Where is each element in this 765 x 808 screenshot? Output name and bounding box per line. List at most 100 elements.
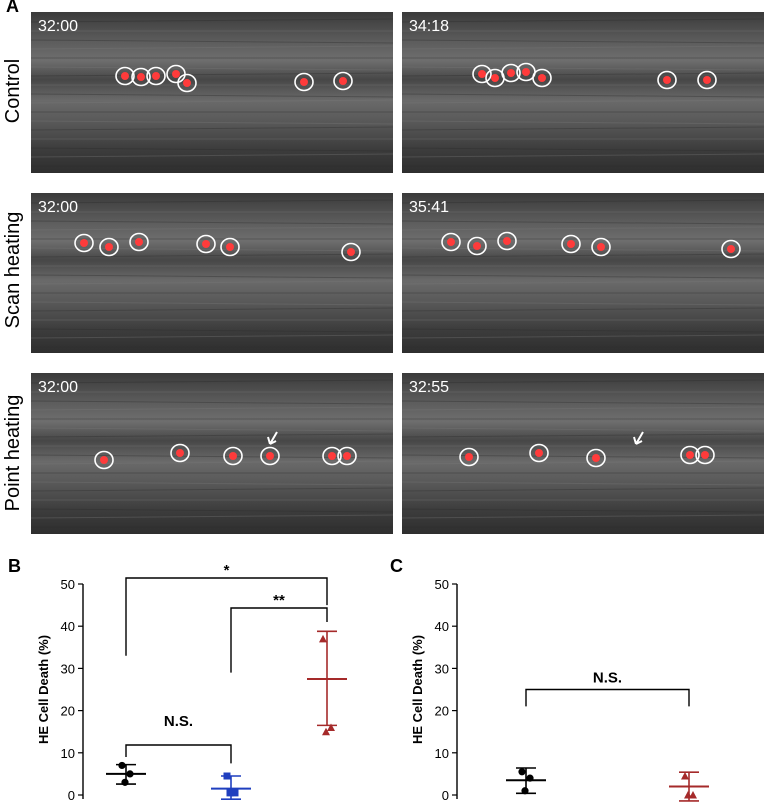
red-cell [343, 452, 351, 460]
data-point [126, 770, 134, 778]
tissue-texture [402, 66, 764, 71]
y-tick-label: 0 [442, 788, 449, 803]
cell-marker-circle [459, 447, 479, 467]
micrograph-overlay [402, 18, 764, 167]
red-cell [522, 68, 530, 76]
tissue-texture [402, 93, 764, 98]
tissue-texture [402, 247, 764, 252]
data-point [231, 789, 239, 797]
y-tick-label: 40 [61, 619, 75, 634]
red-cell [135, 238, 143, 246]
red-cell [465, 453, 473, 461]
tissue-texture [31, 45, 393, 50]
data-point [684, 791, 692, 799]
timestamp-label: 32:00 [38, 18, 79, 35]
cell-marker-circle [129, 232, 149, 252]
cell-marker-circle [497, 231, 517, 251]
red-cell [202, 240, 210, 248]
tissue-texture [31, 39, 393, 44]
tissue-texture [402, 481, 764, 486]
tissue-texture [31, 400, 393, 405]
red-cell [300, 78, 308, 86]
red-cell [172, 70, 180, 78]
tissue-texture [31, 126, 393, 131]
red-cell [473, 242, 481, 250]
red-cell [478, 70, 486, 78]
cell-marker-circle [697, 70, 717, 90]
data-point [226, 789, 234, 797]
tissue-texture [402, 147, 764, 152]
cell-marker-circle [223, 446, 243, 466]
cell-marker-circle [680, 445, 700, 465]
red-cell [176, 449, 184, 457]
tissue-texture [31, 481, 393, 486]
tissue-texture [402, 280, 764, 285]
cell-marker-circle [586, 448, 606, 468]
cell-marker-circle [170, 443, 190, 463]
red-cell [347, 248, 355, 256]
tissue-texture [31, 427, 393, 432]
red-cell [226, 243, 234, 251]
y-tick-label: 20 [435, 704, 449, 719]
tissue-texture [402, 120, 764, 125]
data-point [681, 772, 689, 780]
cell-marker-circle [337, 446, 357, 466]
tissue-texture [31, 220, 393, 225]
y-tick-label: 40 [435, 619, 449, 634]
tissue-texture [402, 45, 764, 50]
tissue-texture [31, 226, 393, 231]
cell-marker-circle [322, 446, 342, 466]
tissue-texture [31, 120, 393, 125]
cell-marker-circle [441, 232, 461, 252]
tissue-texture [402, 126, 764, 131]
red-cell [80, 239, 88, 247]
tissue-texture [31, 514, 393, 519]
data-point [521, 787, 529, 795]
red-cell [105, 243, 113, 251]
y-tick-label: 20 [61, 704, 75, 719]
tissue-texture [402, 153, 764, 158]
cell-marker-circle [561, 234, 581, 254]
cell-marker-circle [177, 73, 197, 93]
red-cell [592, 454, 600, 462]
timestamp-label: 32:55 [409, 379, 450, 396]
red-cell [491, 74, 499, 82]
data-point [223, 772, 231, 780]
significance-label: N.S. [164, 713, 193, 730]
red-cell [137, 73, 145, 81]
panel-b-letter: B [8, 556, 21, 576]
red-cell [328, 452, 336, 460]
tissue-texture [402, 454, 764, 459]
micrograph-overlay [31, 18, 393, 167]
tissue-texture [31, 280, 393, 285]
tissue-texture [402, 487, 764, 492]
micrograph-panel: 32:55 [402, 373, 764, 534]
tissue-texture [402, 39, 764, 44]
tissue-texture [31, 460, 393, 465]
y-tick-label: 10 [61, 746, 75, 761]
tissue-texture [402, 427, 764, 432]
timestamp-label: 34:18 [409, 18, 450, 35]
red-cell [703, 76, 711, 84]
cell-marker-circle [333, 71, 353, 91]
red-cell [152, 72, 160, 80]
red-cell [121, 72, 129, 80]
cell-marker-circle [657, 70, 677, 90]
data-point [118, 761, 126, 770]
tissue-texture [31, 93, 393, 98]
cell-marker-circle [94, 450, 114, 470]
timestamp-label: 35:41 [409, 199, 450, 216]
micrograph-panel: 35:41 [402, 193, 764, 353]
tissue-texture [31, 334, 393, 339]
tissue-texture [31, 147, 393, 152]
cell-marker-circle [532, 68, 552, 88]
cell-marker-circle [260, 446, 280, 466]
tissue-texture [402, 379, 764, 384]
micrograph-panel: 32:00 [31, 193, 393, 353]
tissue-texture [402, 406, 764, 411]
panel-a-letter: A [6, 0, 19, 16]
cell-marker-circle [196, 234, 216, 254]
tissue-texture [31, 379, 393, 384]
red-cell [100, 456, 108, 464]
